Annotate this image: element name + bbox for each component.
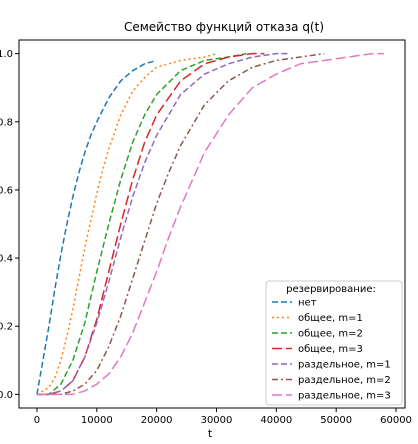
y-tick-label: 0.4 bbox=[0, 254, 13, 265]
series-line-1 bbox=[36, 59, 157, 395]
x-tick-label: 30000 bbox=[201, 415, 233, 426]
x-tick-label: 10000 bbox=[81, 415, 113, 426]
legend-title: резервирование: bbox=[286, 284, 376, 295]
legend: резервирование: нет общее, m=1 общее, m=2 о… bbox=[265, 280, 403, 406]
x-tick-label: 40000 bbox=[260, 415, 292, 426]
x-tick-label: 60000 bbox=[380, 415, 412, 426]
y-tick-label: 1.0 bbox=[0, 49, 13, 60]
plot-frame bbox=[18, 39, 406, 409]
legend-label-7: раздельное, m=3 bbox=[298, 391, 391, 402]
y-tick-label: 0.8 bbox=[0, 117, 13, 128]
x-tick-label: 50000 bbox=[320, 415, 352, 426]
y-tick-label: 0.2 bbox=[0, 322, 13, 333]
legend-label-2: общее, m=1 bbox=[298, 313, 363, 324]
plot-layer: 0 10000 20000 30000 40000 50000 60000 0.0 0.2 0.4… bbox=[0, 39, 412, 426]
series-group bbox=[36, 52, 385, 396]
x-tick-label: 20000 bbox=[141, 415, 173, 426]
y-tick-label: 0.6 bbox=[0, 185, 13, 196]
legend-label-4: общее, m=3 bbox=[298, 344, 363, 355]
x-tick-label: 0 bbox=[34, 415, 40, 426]
series-line-6 bbox=[36, 52, 325, 396]
series-line-5 bbox=[36, 52, 289, 396]
legend-label-6: раздельное, m=2 bbox=[298, 375, 391, 386]
series-line-2 bbox=[36, 52, 217, 396]
x-axis-label: t bbox=[208, 427, 213, 440]
chart-title: Семейство функций отказа q(t) bbox=[124, 20, 324, 34]
series-line-3 bbox=[36, 52, 247, 396]
legend-label-3: общее, m=2 bbox=[298, 329, 363, 340]
legend-label-5: раздельное, m=1 bbox=[298, 360, 391, 371]
legend-label-1: нет bbox=[298, 298, 317, 309]
y-tick-label: 0.0 bbox=[0, 390, 13, 401]
series-line-7 bbox=[36, 52, 385, 396]
legend-box bbox=[265, 280, 403, 406]
